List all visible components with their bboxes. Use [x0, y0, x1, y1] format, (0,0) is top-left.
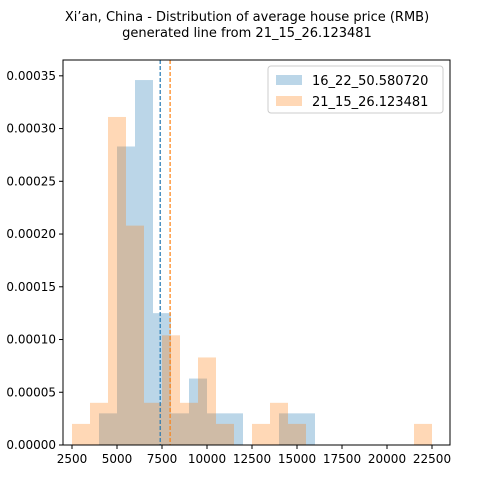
x-tick-label: 20000: [368, 452, 406, 466]
histogram-bar-1-7: [207, 413, 225, 445]
y-tick-label: 0.00015: [6, 280, 56, 294]
x-tick-label: 2500: [57, 452, 88, 466]
histogram-bar-1-8: [225, 413, 243, 445]
histogram-bar-2-13: [414, 423, 432, 445]
y-tick-label: 0.00035: [6, 69, 56, 83]
histogram-bar-1-9: [279, 413, 297, 445]
x-tick-label: 10000: [188, 452, 226, 466]
legend: 16_22_50.580720 21_15_26.123481: [267, 65, 444, 114]
histogram-bar-2-8: [198, 357, 216, 445]
histogram-bar-1-6: [189, 378, 207, 445]
x-tick-label: 15000: [278, 452, 316, 466]
histogram-bar-2-5: [144, 402, 162, 445]
mean-lines-layer: [159, 60, 171, 445]
x-tick-label: 5000: [102, 452, 133, 466]
histogram-bar-1-3: [135, 80, 153, 445]
histogram-bar-2-6: [162, 335, 180, 445]
histogram-bar-2-10: [252, 423, 270, 445]
histogram-bar-2-9: [216, 423, 234, 445]
bars-layer: [72, 80, 432, 446]
histogram-bar-1-4: [153, 313, 171, 445]
y-tick-label: 0.00025: [6, 174, 56, 188]
legend-swatch-1: [276, 75, 302, 85]
legend-box: [267, 65, 444, 114]
histogram-bar-1-10: [297, 413, 315, 445]
histogram-bar-2-7: [180, 402, 198, 445]
plot-frame: [62, 59, 451, 446]
x-tick-label: 17500: [323, 452, 361, 466]
chart-subtitle: generated line from 21_15_26.123481: [122, 26, 372, 41]
histogram-bar-1-5: [171, 413, 189, 445]
y-tick-label: 0.00000: [6, 438, 56, 452]
histogram-bar-2-4: [126, 225, 144, 445]
chart-title: Xi’an, China - Distribution of average h…: [65, 10, 429, 25]
x-tick-label: 7500: [147, 452, 178, 466]
x-tick-label: 12500: [233, 452, 271, 466]
x-tick-label: 22500: [413, 452, 451, 466]
y-tick-label: 0.00005: [6, 385, 56, 399]
histogram-bar-2-1: [72, 423, 90, 445]
y-tick-label: 0.00030: [6, 122, 56, 136]
histogram-bar-1-2: [117, 146, 135, 445]
histogram-bar-2-3: [108, 116, 126, 446]
y-tick-label: 0.00020: [6, 227, 56, 241]
histogram-bar-1-1: [99, 413, 117, 445]
legend-label-2: 21_15_26.123481: [312, 95, 428, 110]
histogram-bar-2-2: [90, 402, 108, 445]
axes-layer: 2500 5000 7500 10000 12500 15000 17500 20000 225…: [6, 59, 451, 466]
legend-label-1: 16_22_50.580720: [312, 74, 428, 89]
histogram-bar-2-12: [288, 423, 306, 445]
legend-swatch-2: [276, 96, 302, 106]
y-tick-label: 0.00010: [6, 333, 56, 347]
histogram-bar-2-11: [270, 402, 288, 445]
